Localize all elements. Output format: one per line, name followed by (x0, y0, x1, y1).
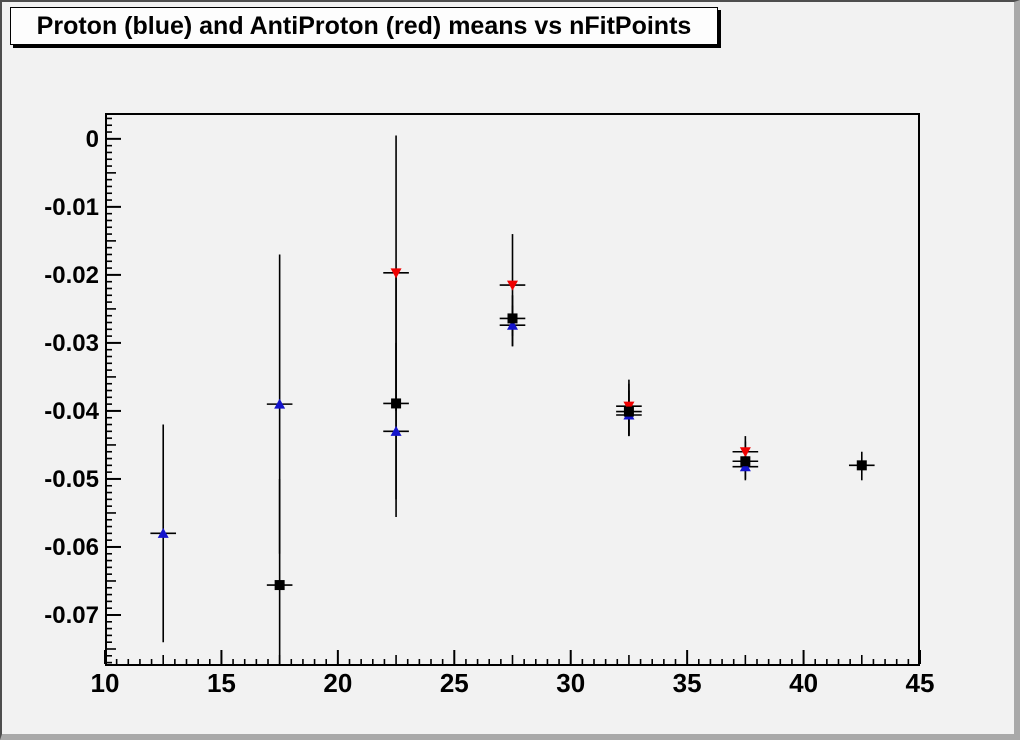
data-point-marker (390, 268, 402, 279)
data-point-marker (507, 280, 518, 291)
data-point-marker (740, 456, 751, 467)
y-axis-tick-label: 0 (86, 126, 99, 153)
data-point-marker (157, 527, 169, 538)
y-axis-tick-label: -0.05 (44, 466, 99, 493)
data-point-marker (739, 447, 751, 458)
y-axis-tick-label: -0.01 (44, 194, 99, 221)
data-point-marker (274, 398, 286, 409)
data-point-marker (623, 406, 634, 417)
x-axis-tick-label: 15 (207, 668, 236, 698)
y-axis-tick-label: -0.02 (44, 262, 99, 289)
x-axis-tick-label: 25 (440, 668, 469, 698)
data-point-marker (507, 313, 518, 324)
x-axis-tick-label: 45 (906, 668, 935, 698)
y-axis-tick-label: -0.06 (44, 534, 99, 561)
x-axis-tick-label: 35 (673, 668, 702, 698)
y-axis-tick-label: -0.04 (44, 398, 99, 425)
x-axis-tick-label: 30 (556, 668, 585, 698)
y-axis-tick-label: -0.03 (44, 330, 99, 357)
chart-title: Proton (blue) and AntiProton (red) means… (36, 11, 692, 40)
data-point-marker (507, 319, 518, 330)
plot-frame (105, 113, 920, 666)
chart-title-box: Proton (blue) and AntiProton (red) means… (10, 7, 718, 45)
data-point-marker (856, 460, 867, 471)
x-axis-tick-label: 10 (91, 668, 120, 698)
data-point-marker (274, 580, 285, 591)
data-point-marker (390, 425, 402, 436)
y-axis-tick-label: -0.07 (44, 602, 99, 629)
data-point-marker (391, 398, 402, 409)
x-axis-tick-label: 20 (323, 668, 352, 698)
x-axis-tick-label: 40 (789, 668, 818, 698)
